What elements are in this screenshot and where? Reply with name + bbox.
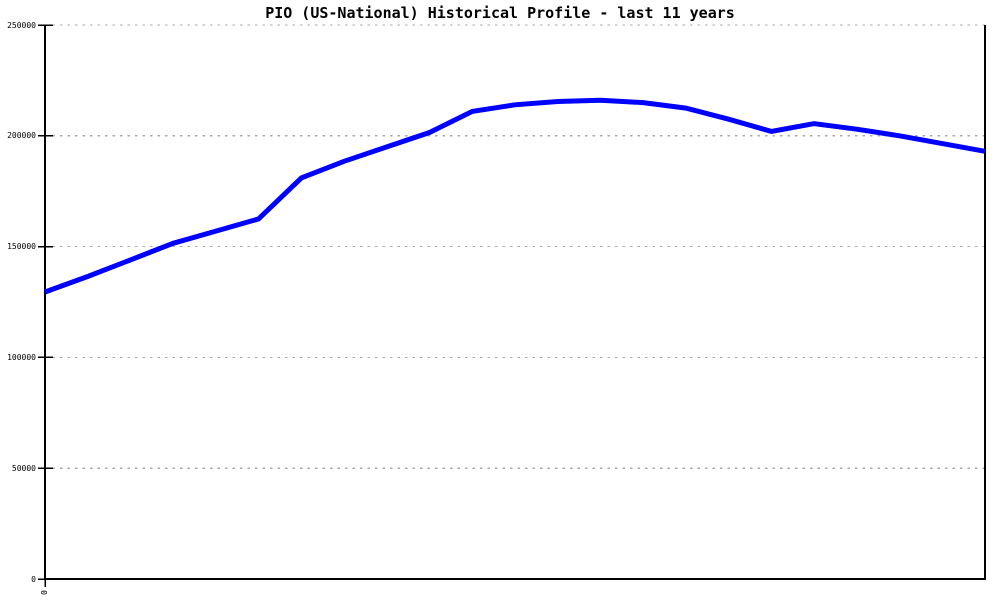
y-tick-label: 50000 [11, 463, 36, 473]
y-tick-label: 250000 [7, 20, 36, 30]
y-tick-label: 0 [31, 574, 36, 584]
x-tick-label-origin: 0 [38, 590, 48, 595]
y-tick-label: 150000 [7, 242, 36, 252]
data-line-series [44, 97, 986, 295]
axes-group [44, 25, 986, 587]
chart-title: PIO (US-National) Historical Profile - l… [265, 4, 735, 22]
y-tick-label: 200000 [7, 131, 36, 141]
y-tick-label: 100000 [7, 352, 36, 362]
gridlines-group [45, 24, 985, 469]
